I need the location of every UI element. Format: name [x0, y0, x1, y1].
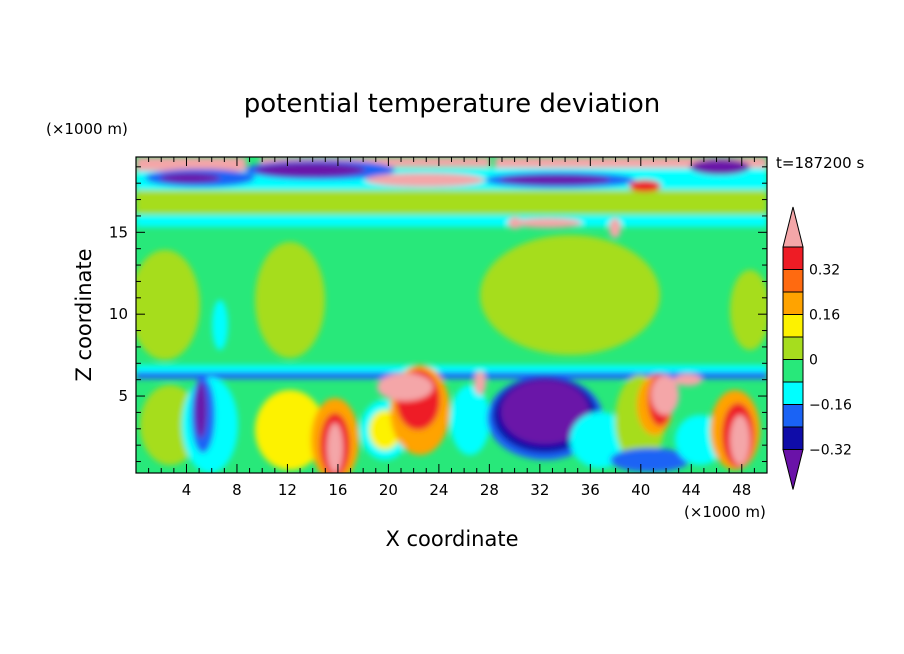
upper-green-band	[136, 188, 767, 214]
x-tick-label: 24	[429, 481, 448, 499]
colorbar-box	[782, 291, 804, 315]
colorbar-label: 0.32	[809, 263, 840, 279]
y-unit-label: (×1000 m)	[46, 120, 128, 138]
colorbar-box	[782, 269, 804, 293]
top-red-1	[629, 180, 661, 192]
low-pink-6	[730, 415, 750, 465]
low-pink-5	[674, 374, 702, 386]
mid-pink-spot-3	[508, 217, 522, 229]
y-tick-label: 10	[109, 305, 128, 323]
mid-lightgreen-4	[730, 270, 767, 350]
mid-cyan-1	[212, 300, 228, 350]
mid-pink-spot-2	[609, 218, 621, 238]
x-tick-label: 32	[530, 481, 549, 499]
mid-lightgreen-3	[480, 235, 660, 355]
contour-field	[136, 157, 767, 473]
top-purple-2	[255, 163, 365, 177]
top-pink-mid	[260, 157, 490, 167]
colorbar: 0.32 0.16 0 −0.16 −0.32	[782, 206, 852, 490]
top-pink-right	[495, 157, 767, 168]
colorbar-box	[782, 359, 804, 383]
x-tick-label: 40	[631, 481, 650, 499]
low-cyan-3	[450, 385, 490, 455]
x-unit-label: (×1000 m)	[684, 503, 766, 521]
low-pink-1	[327, 423, 343, 473]
low-blue-3	[610, 448, 690, 472]
mid-pink-spot-1	[514, 218, 582, 228]
colorbar-box	[782, 336, 804, 360]
top-pink-left	[136, 157, 246, 171]
x-tick-label: 28	[480, 481, 499, 499]
colorbar-label: −0.16	[809, 398, 852, 414]
top-purple-4	[690, 159, 750, 175]
x-tick-label: 36	[581, 481, 600, 499]
colorbar-extend-bottom	[782, 449, 804, 490]
top-purple-1	[160, 173, 220, 183]
colorbar-label: 0	[809, 353, 818, 369]
low-cyan-4	[570, 412, 630, 468]
low-purple-2	[501, 380, 589, 444]
low-pink-2	[377, 373, 433, 401]
low-pink-3	[474, 371, 486, 395]
mid-lightgreen-2	[255, 242, 325, 358]
x-axis-ticks: 4 8 12 16 20 24 28 32 36 40 44 48	[148, 157, 755, 499]
colorbar-label: −0.32	[809, 443, 852, 459]
x-tick-label: 48	[732, 481, 751, 499]
chart-title: potential temperature deviation	[244, 89, 660, 119]
y-tick-label: 5	[118, 387, 128, 405]
x-tick-label: 44	[682, 481, 701, 499]
x-tick-label: 4	[182, 481, 192, 499]
time-label: t=187200 s	[776, 154, 864, 172]
colorbar-box	[782, 404, 804, 428]
colorbar-box	[782, 426, 804, 450]
colorbar-label: 0.16	[809, 308, 840, 324]
tropopause-cyan-band	[136, 215, 767, 227]
colorbar-extend-top	[782, 206, 804, 248]
x-tick-label: 12	[278, 481, 297, 499]
x-tick-label: 16	[328, 481, 347, 499]
y-axis-label: Z coordinate	[72, 248, 96, 381]
top-purple-3	[500, 175, 610, 185]
lower-blue-band	[136, 372, 767, 379]
y-axis-ticks: 5 10 15	[109, 166, 767, 463]
low-purple-1	[195, 382, 207, 438]
low-pink-4	[651, 375, 679, 415]
y-tick-label: 15	[109, 223, 128, 241]
x-tick-label: 20	[379, 481, 398, 499]
colorbar-box	[782, 314, 804, 338]
mid-lightgreen-1	[136, 250, 200, 360]
low-yellow-1	[255, 390, 325, 470]
x-axis-label: X coordinate	[385, 527, 518, 551]
colorbar-box	[782, 381, 804, 405]
x-tick-label: 8	[232, 481, 242, 499]
top-pink-blob	[365, 173, 485, 187]
colorbar-box	[782, 246, 804, 270]
